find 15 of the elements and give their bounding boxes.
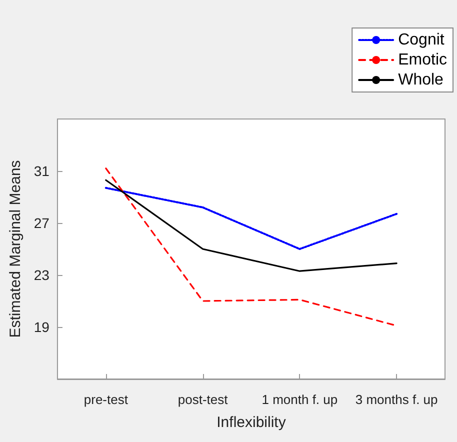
x-axis-title: Inflexibility (216, 414, 286, 431)
x-tick-label: 1 month f. up (262, 392, 338, 407)
legend-label: Emotic (398, 52, 448, 68)
line-series (105, 179, 398, 272)
legend-label: Whole (398, 72, 444, 88)
y-axis-title: Estimated Marginal Means (7, 160, 24, 338)
y-tick-label: 19 (34, 319, 50, 335)
line-series (104, 186, 398, 250)
y-tick-label: 31 (34, 163, 50, 179)
y-tick-label: 23 (34, 267, 50, 283)
legend-label: Cognit (398, 32, 445, 48)
x-tick-label: post-test (178, 392, 228, 407)
y-tick-label: 27 (34, 215, 50, 231)
x-tick-label: 3 months f. up (355, 392, 438, 407)
x-tick-label: pre-test (84, 392, 128, 407)
